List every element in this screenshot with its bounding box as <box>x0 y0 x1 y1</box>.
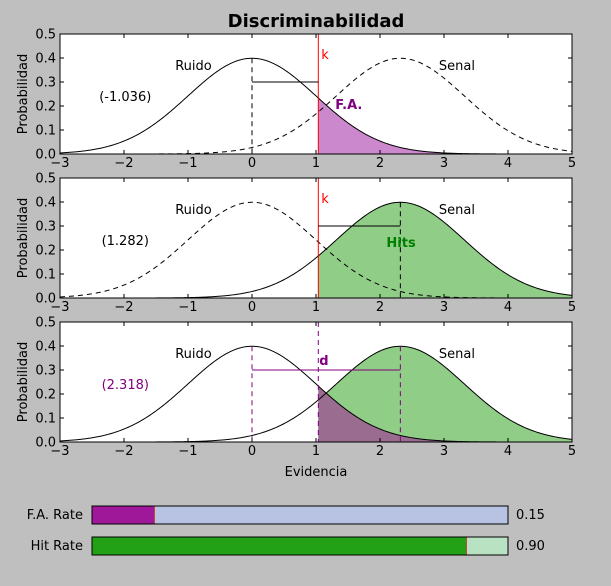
signal-label: Senal <box>439 203 475 218</box>
y-axis-label: Probabilidad <box>16 342 31 422</box>
y-tick-label: 0.3 <box>35 364 56 379</box>
x-tick-label: 1 <box>312 300 320 315</box>
y-tick-label: 0.0 <box>35 436 56 451</box>
rate-frame <box>91 536 509 556</box>
rate-row: F.A. Rate 0.15 <box>27 505 545 525</box>
x-tick-label: −1 <box>178 300 197 315</box>
y-tick-label: 0.0 <box>35 292 56 307</box>
panel-top: k Ruido Senal (-1.036) F.A. −3 −2 −1 0 1 2 3 4 5 0.0 0.… <box>16 28 576 172</box>
noise-label: Ruido <box>175 59 212 74</box>
y-tick-label: 0.4 <box>35 196 56 211</box>
overlap-area <box>318 386 572 442</box>
rate-row: Hit Rate 0.90 <box>31 536 545 556</box>
x-tick-label: −3 <box>50 300 69 315</box>
plot-area <box>60 34 572 154</box>
x-tick-label: −1 <box>178 156 197 171</box>
figure-title: Discriminabilidad <box>228 11 405 32</box>
rate-track <box>92 506 508 524</box>
x-tick-label: −1 <box>178 444 197 459</box>
y-tick-label: 0.0 <box>35 148 56 163</box>
shaded-area-label: Hits <box>386 236 416 251</box>
panel-bottom: Ruido Senal (2.318) d −3 −2 −1 0 1 2 3 4 5 0.0 0.1 0.2 0… <box>16 316 576 481</box>
rate-label: F.A. Rate <box>27 508 83 523</box>
criterion-label: k <box>321 192 329 207</box>
y-axis-label: Probabilidad <box>16 198 31 278</box>
x-tick-label: 1 <box>312 444 320 459</box>
y-tick-label: 0.5 <box>35 172 56 187</box>
criterion-label: k <box>321 48 329 63</box>
false-alarm-area <box>318 98 572 154</box>
x-tick-label: 4 <box>504 300 512 315</box>
x-tick-label: 5 <box>568 300 576 315</box>
y-tick-label: 0.1 <box>35 124 56 139</box>
signal-label: Senal <box>439 59 475 74</box>
x-tick-label: 3 <box>440 156 448 171</box>
rate-frame <box>91 505 509 525</box>
x-tick-label: 1 <box>312 156 320 171</box>
rate-fill <box>92 537 467 555</box>
y-tick-label: 0.3 <box>35 76 56 91</box>
shaded-area-label: F.A. <box>335 98 362 113</box>
x-tick-label: −3 <box>50 156 69 171</box>
rate-fill <box>92 506 155 524</box>
noise-label: Ruido <box>175 203 212 218</box>
y-tick-label: 0.1 <box>35 268 56 283</box>
x-tick-label: 0 <box>248 300 256 315</box>
x-tick-label: 2 <box>376 444 384 459</box>
x-tick-label: 3 <box>440 300 448 315</box>
x-tick-label: 0 <box>248 444 256 459</box>
x-tick-label: 5 <box>568 444 576 459</box>
x-tick-label: 3 <box>440 444 448 459</box>
noise-label: Ruido <box>175 347 212 362</box>
x-tick-label: −2 <box>114 300 133 315</box>
z-score-label: (-1.036) <box>99 90 151 105</box>
x-tick-label: 2 <box>376 156 384 171</box>
x-axis-label: Evidencia <box>285 465 348 480</box>
y-tick-label: 0.1 <box>35 412 56 427</box>
z-score-label: (1.282) <box>102 234 149 249</box>
rate-value: 0.15 <box>516 508 545 523</box>
z-score-label: (2.318) <box>102 378 149 393</box>
x-tick-label: −3 <box>50 444 69 459</box>
signal-label: Senal <box>439 347 475 362</box>
rate-label: Hit Rate <box>31 539 83 554</box>
x-tick-label: −2 <box>114 444 133 459</box>
y-tick-label: 0.5 <box>35 316 56 331</box>
y-tick-label: 0.2 <box>35 388 56 403</box>
y-tick-label: 0.5 <box>35 28 56 43</box>
panel-middle: k Ruido Senal (1.282) Hits −3 −2 −1 0 1 2 3 4 5 0.0 0.1… <box>16 172 576 316</box>
x-tick-label: 5 <box>568 156 576 171</box>
x-tick-label: 4 <box>504 444 512 459</box>
rate-value: 0.90 <box>516 539 545 554</box>
y-tick-label: 0.2 <box>35 100 56 115</box>
x-tick-label: 4 <box>504 156 512 171</box>
x-tick-label: 0 <box>248 156 256 171</box>
y-axis-label: Probabilidad <box>16 54 31 134</box>
y-tick-label: 0.3 <box>35 220 56 235</box>
x-tick-label: −2 <box>114 156 133 171</box>
y-tick-label: 0.4 <box>35 340 56 355</box>
y-tick-label: 0.4 <box>35 52 56 67</box>
y-tick-label: 0.2 <box>35 244 56 259</box>
x-tick-label: 2 <box>376 300 384 315</box>
shaded-area-label: d <box>319 354 328 369</box>
